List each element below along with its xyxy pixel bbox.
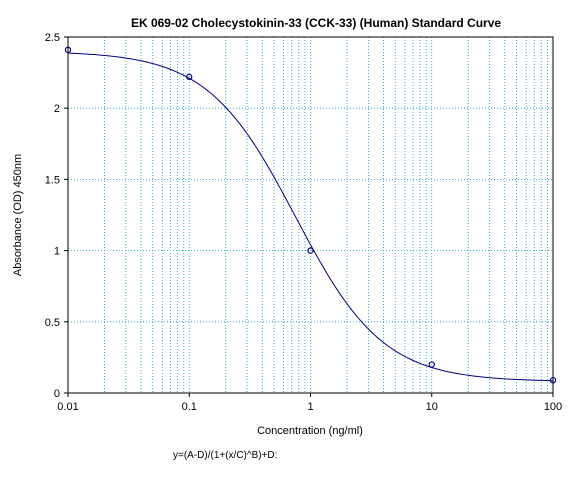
data-points <box>64 46 557 384</box>
y-tick-label: 2 <box>54 103 60 115</box>
fit-curve <box>67 52 554 382</box>
y-tick-label: 0.5 <box>45 317 60 329</box>
x-axis-label: Concentration (ng/ml) <box>257 425 363 437</box>
x-tick-label: 100 <box>544 401 562 413</box>
fit-curve-line <box>67 52 554 382</box>
x-tick-label: 0.01 <box>57 401 78 413</box>
data-point <box>428 361 435 368</box>
data-point <box>549 376 557 384</box>
x-tick-label: 0.1 <box>182 401 197 413</box>
data-point <box>186 73 193 81</box>
chart-title: EK 069-02 Cholecystokinin-33 (CCK-33) (H… <box>131 16 501 30</box>
data-point <box>64 46 72 54</box>
y-tick-label: 1 <box>54 246 60 258</box>
y-tick-label: 0 <box>54 388 60 400</box>
data-point <box>307 247 314 254</box>
x-tick-label: 10 <box>426 401 438 413</box>
axes <box>64 36 554 397</box>
fit-formula: y=(A-D)/(1+(x/C)^B)+D: <box>173 450 277 461</box>
x-tick-label: 1 <box>307 401 313 413</box>
y-tick-label: 1.5 <box>45 174 60 186</box>
grid <box>68 37 553 393</box>
y-axis-label: Absorbance (OD) 450nm <box>12 154 24 276</box>
tick-labels: 0.01 0.1 1 10 100 0 0.5 1 1.5 2 2.5 <box>45 32 562 413</box>
y-tick-label: 2.5 <box>45 32 60 44</box>
